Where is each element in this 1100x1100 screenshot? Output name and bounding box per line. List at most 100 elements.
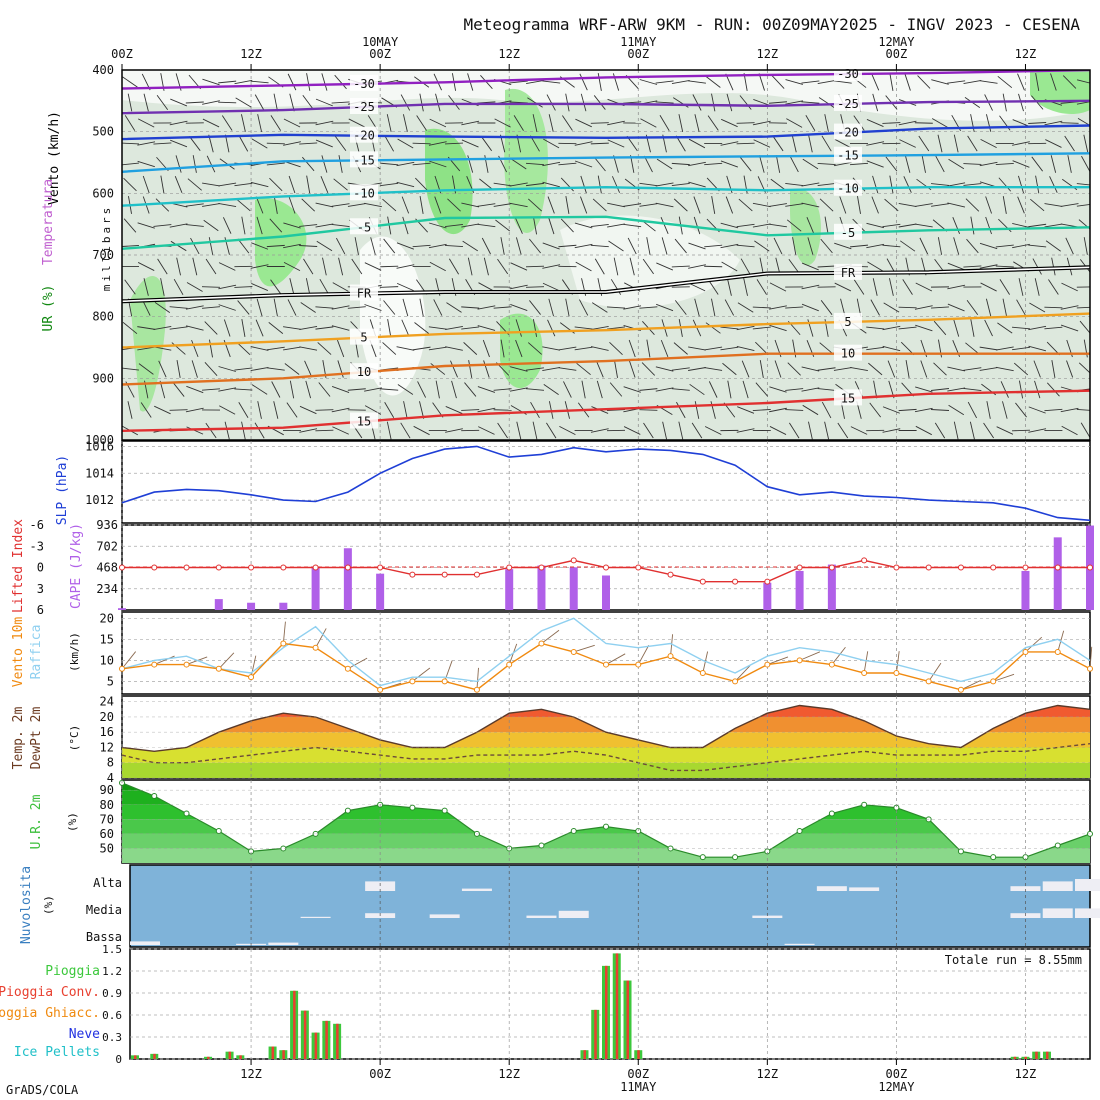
wind-barb [1078, 219, 1090, 230]
wind-barb [332, 426, 349, 435]
wind-barb [609, 382, 623, 397]
wind-barb [786, 118, 803, 128]
wind-barb [138, 363, 154, 375]
wind-barb [202, 78, 220, 86]
wind-barb [1012, 160, 1030, 168]
wind-barb [255, 319, 264, 337]
wind-barb [153, 346, 172, 351]
wind-barb [806, 217, 815, 234]
wind-barb [169, 326, 188, 330]
wind-barb [299, 405, 317, 415]
wind-barb [397, 138, 414, 149]
wind-barb [218, 284, 237, 290]
wind-barb [738, 198, 753, 212]
wind-barb [801, 202, 820, 208]
wind-barb [688, 181, 706, 188]
wind-barb [805, 115, 816, 131]
wind-barb [771, 75, 785, 89]
wind-barb [752, 306, 771, 309]
wind-barb [641, 362, 656, 376]
wind-barb [304, 360, 313, 378]
wind-barb [477, 305, 496, 310]
wind-barb [628, 360, 636, 378]
isotherm-label: -5 [841, 226, 855, 240]
wind-barb [576, 362, 591, 376]
wind-barb [1081, 155, 1090, 173]
wind-point [151, 661, 158, 668]
slp-frame [121, 440, 1091, 524]
cloud-cover-bar [1075, 908, 1100, 918]
wind-barb [273, 196, 278, 214]
wind-barb [428, 346, 447, 351]
wind-barb [614, 360, 618, 378]
wind-barb [558, 244, 577, 248]
wind-barb [693, 196, 701, 214]
wind-barb [497, 422, 508, 439]
wind-barb [785, 306, 804, 309]
precip-conv-bar [207, 1056, 210, 1059]
slp-line [121, 445, 1091, 522]
wind-barb [801, 182, 820, 187]
wind-barb [500, 339, 505, 358]
isotherm-label-bg [834, 223, 862, 240]
wind-barb [983, 422, 995, 439]
wind-barb [574, 141, 593, 146]
wind-barb [899, 139, 916, 148]
isotherm-label: FR [841, 266, 856, 280]
wind-barb [266, 346, 285, 351]
top-time-label: 12Z [498, 47, 520, 61]
cloud-cover-bar [429, 914, 460, 918]
wind-barb [688, 367, 706, 371]
cape-y-ticks: -6 -3 0 3 6 936 702 468 234 [30, 518, 118, 617]
wind-barb [817, 367, 836, 371]
wind-barb [1067, 155, 1072, 173]
wind-barb [979, 242, 998, 250]
wind-barb [320, 176, 329, 193]
wind-barb [953, 319, 960, 337]
wind-barb [590, 346, 609, 351]
wind-barb [509, 366, 528, 372]
wind-barb [467, 257, 473, 276]
wind-barb [1034, 278, 1040, 296]
wind-barb [720, 160, 739, 168]
wind-barb [934, 422, 946, 439]
wind-barb [516, 421, 522, 440]
wind-barb [688, 282, 706, 292]
isotherm-label-bg [350, 328, 378, 345]
wind-barb [483, 360, 490, 378]
wind-direction-arrow [476, 667, 479, 690]
wind-barb [299, 142, 318, 145]
isotherm-label: 10 [357, 365, 371, 379]
wind-barb [234, 286, 253, 288]
wind-barb [315, 306, 334, 309]
wind-barb [172, 382, 185, 397]
wind-barb [691, 422, 703, 439]
wind-barb [985, 298, 992, 317]
wind-barb [870, 299, 880, 316]
wind-direction-arrow [541, 629, 560, 644]
wind-barb [593, 156, 606, 172]
lifted-index-point [538, 564, 545, 571]
wind-barb [817, 183, 836, 186]
wind-barb [889, 175, 894, 194]
wind-barb [742, 380, 749, 399]
lifted-index-point [409, 571, 416, 578]
wind-barb [205, 422, 217, 439]
wind-direction-arrow [315, 628, 327, 648]
wind-barb [1018, 278, 1024, 296]
wind-tick-label: 5 [107, 674, 114, 688]
wind-barb [396, 242, 414, 250]
wind-point [925, 678, 932, 685]
cloud-unit-label: (%) [42, 895, 55, 915]
wind-point [377, 686, 384, 693]
rh-point [732, 854, 739, 861]
wind-barb [321, 155, 328, 173]
wind-barb [694, 401, 700, 419]
wind-barb [704, 162, 723, 166]
wind-barb [692, 319, 702, 337]
wind-barb [1017, 175, 1025, 194]
wind-barb [655, 366, 674, 372]
wind-barb [202, 203, 220, 207]
wind-barb [450, 360, 458, 378]
